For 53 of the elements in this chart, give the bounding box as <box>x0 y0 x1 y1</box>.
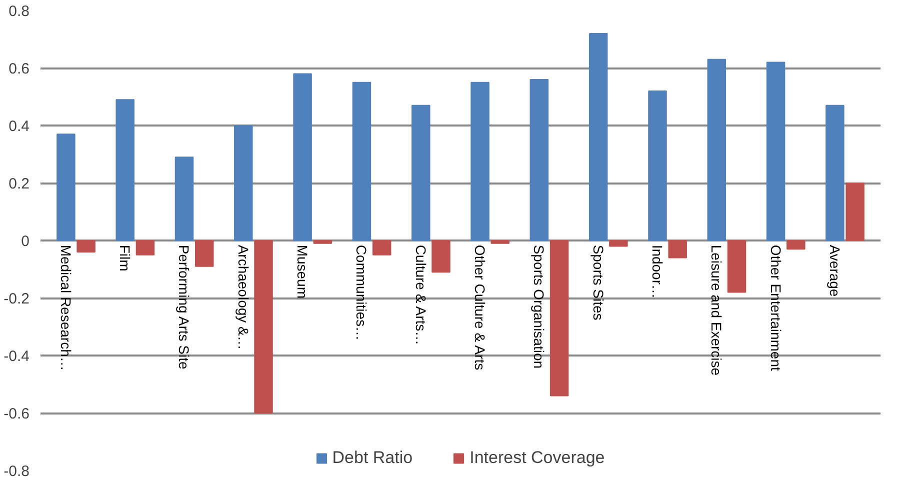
bar <box>411 104 430 241</box>
bar <box>293 73 312 241</box>
bar <box>116 99 134 241</box>
bar <box>648 90 667 241</box>
legend-label: Interest Coverage <box>470 448 605 468</box>
bar <box>174 156 194 241</box>
y-tick-label: -0.8 <box>4 463 30 480</box>
bar <box>470 82 490 241</box>
bar <box>372 240 392 256</box>
x-tick-label: Leisure and Exercise <box>708 244 725 376</box>
x-tick-label: Average <box>826 244 843 297</box>
legend-label: Debt Ratio <box>332 448 413 468</box>
x-tick-label: Culture & Arts… <box>412 244 429 346</box>
x-tick-label: Other Entertainment <box>768 244 784 371</box>
y-tick-label: 0.2 <box>8 176 30 192</box>
x-tick-label: Archaeology &… <box>235 244 252 350</box>
bar <box>56 134 76 241</box>
y-tick-label: 0 <box>21 233 30 250</box>
x-tick-label: Indoor… <box>649 244 666 299</box>
bar <box>490 240 510 244</box>
bar <box>254 240 273 414</box>
x-tick-label: Communities… <box>354 244 370 341</box>
bar <box>313 240 332 244</box>
x-tick-label: Film <box>117 244 134 272</box>
bar <box>194 240 214 267</box>
y-tick-label: 0.6 <box>8 60 30 78</box>
y-tick-label: -0.4 <box>4 348 30 365</box>
bar <box>234 125 253 241</box>
bar <box>846 182 864 241</box>
bar <box>609 240 628 247</box>
x-tick-label: Sports Sites <box>590 244 606 320</box>
bar <box>550 240 569 396</box>
bar <box>707 58 726 241</box>
x-tick-label: Other Culture & Arts <box>472 244 488 370</box>
bar <box>766 62 786 241</box>
bar <box>727 240 746 293</box>
y-tick-label: -0.6 <box>4 406 30 422</box>
bar <box>588 33 608 241</box>
y-tick-label: -0.2 <box>4 290 30 308</box>
bar <box>530 79 549 241</box>
bar <box>136 240 155 256</box>
bar <box>668 240 687 258</box>
y-tick-label: 0.8 <box>8 3 30 20</box>
x-tick-label: Sports Organisation <box>531 244 548 369</box>
x-tick-label: Performing Arts Site <box>176 244 192 370</box>
bar <box>826 104 844 241</box>
x-tick-label: Medical Research… <box>58 244 74 371</box>
bar <box>352 82 372 241</box>
y-tick-label: 0.4 <box>8 118 30 135</box>
bar <box>76 240 96 252</box>
bar <box>786 240 806 250</box>
x-tick-label: Museum <box>294 244 311 298</box>
bar <box>432 240 450 273</box>
